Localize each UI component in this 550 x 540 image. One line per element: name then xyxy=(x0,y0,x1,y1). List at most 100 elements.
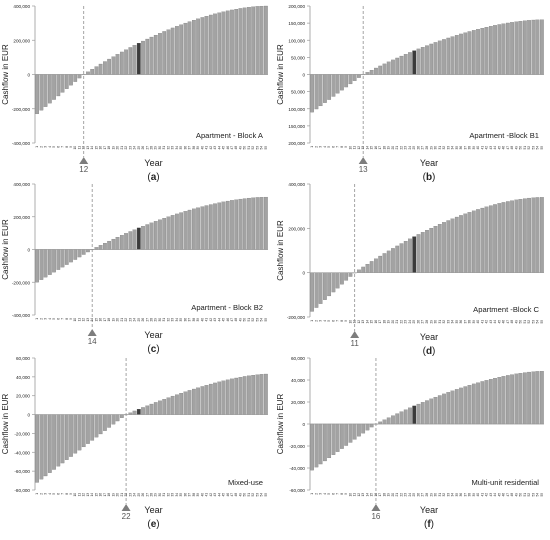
bar xyxy=(455,217,458,273)
bar xyxy=(256,197,259,249)
bar xyxy=(129,231,132,249)
break-even-label: 22 xyxy=(122,512,131,521)
bar xyxy=(218,382,221,415)
bar xyxy=(383,253,386,272)
bar xyxy=(99,64,102,74)
bar xyxy=(158,220,161,250)
bar xyxy=(412,51,415,75)
bar xyxy=(400,412,403,424)
y-tick-label: 200,000 xyxy=(13,215,30,220)
bar xyxy=(154,35,157,74)
y-axis-title: Cashflow in EUR xyxy=(276,220,285,281)
bar xyxy=(498,203,501,272)
x-tick-label: 55 xyxy=(540,146,544,150)
bar xyxy=(434,42,437,74)
bar xyxy=(323,273,326,300)
y-tick-label: 0 xyxy=(302,422,305,427)
bar xyxy=(336,75,339,94)
y-tick-label: 0 xyxy=(27,248,30,253)
bar xyxy=(459,388,462,424)
bar xyxy=(175,395,178,415)
bar xyxy=(196,208,199,250)
bar xyxy=(150,404,153,415)
bar xyxy=(421,402,424,424)
bar xyxy=(357,75,360,78)
bar xyxy=(332,273,335,292)
bar xyxy=(366,424,369,430)
bar xyxy=(510,375,513,424)
bar xyxy=(184,392,187,415)
bar xyxy=(82,415,85,447)
bar xyxy=(52,415,55,470)
bar xyxy=(251,7,254,75)
bar xyxy=(400,244,403,273)
bar xyxy=(523,373,526,424)
bar xyxy=(196,388,199,415)
bar xyxy=(361,267,364,273)
bar xyxy=(442,39,445,74)
bar xyxy=(519,373,522,424)
bar xyxy=(442,394,445,424)
panel-letter: (c) xyxy=(147,344,159,355)
bar xyxy=(209,384,212,415)
y-tick-label: -60,000 xyxy=(289,488,305,493)
bar xyxy=(133,230,136,250)
break-even-marker xyxy=(122,504,131,511)
bar xyxy=(260,6,263,74)
x-axis-title: Year xyxy=(420,332,438,342)
bar xyxy=(40,415,43,480)
bar xyxy=(489,379,492,424)
bar xyxy=(162,218,165,249)
bar xyxy=(540,20,543,75)
bar xyxy=(167,30,170,75)
bar xyxy=(476,383,479,424)
bar xyxy=(243,376,246,414)
y-tick-label: 200,000 xyxy=(288,141,305,146)
y-tick-label: -20,000 xyxy=(14,431,30,436)
panel-letter: (b) xyxy=(423,172,436,183)
bar xyxy=(417,49,420,75)
bar xyxy=(82,250,85,255)
bar xyxy=(493,378,496,424)
bar xyxy=(137,228,140,250)
y-tick-label: 0 xyxy=(27,73,30,78)
bar xyxy=(167,217,170,250)
bar xyxy=(120,415,123,418)
x-tick-label: 55 xyxy=(540,320,544,324)
bar xyxy=(421,47,424,74)
panel-b: 200,000150,000100,00050,000050,000100,00… xyxy=(276,4,544,183)
bar xyxy=(65,415,68,460)
bar xyxy=(481,208,484,273)
panel-letter: (a) xyxy=(147,172,159,183)
bar xyxy=(171,396,174,414)
bar xyxy=(476,29,479,74)
bar xyxy=(344,75,347,88)
bar xyxy=(226,201,229,249)
bar xyxy=(184,211,187,249)
y-tick-label: -60,000 xyxy=(14,469,30,474)
y-tick-label: 50,000 xyxy=(291,90,305,95)
panel-title: Mixed-use xyxy=(228,478,263,487)
bar xyxy=(196,19,199,75)
bar xyxy=(481,381,484,424)
bar xyxy=(515,200,518,273)
bar xyxy=(124,233,127,249)
bar xyxy=(179,213,182,250)
bar xyxy=(493,204,496,272)
bar xyxy=(323,75,326,103)
bar xyxy=(391,248,394,272)
bar xyxy=(349,75,352,84)
bar xyxy=(133,45,136,74)
bar xyxy=(383,420,386,424)
bar xyxy=(44,250,47,278)
bar xyxy=(315,273,318,308)
bar xyxy=(86,250,89,253)
bar xyxy=(158,33,161,74)
x-axis-title: Year xyxy=(144,330,162,340)
bar xyxy=(192,20,195,74)
bar xyxy=(40,75,43,111)
y-axis-title: Cashflow in EUR xyxy=(276,44,285,105)
bar xyxy=(201,17,204,74)
bar xyxy=(340,424,343,449)
